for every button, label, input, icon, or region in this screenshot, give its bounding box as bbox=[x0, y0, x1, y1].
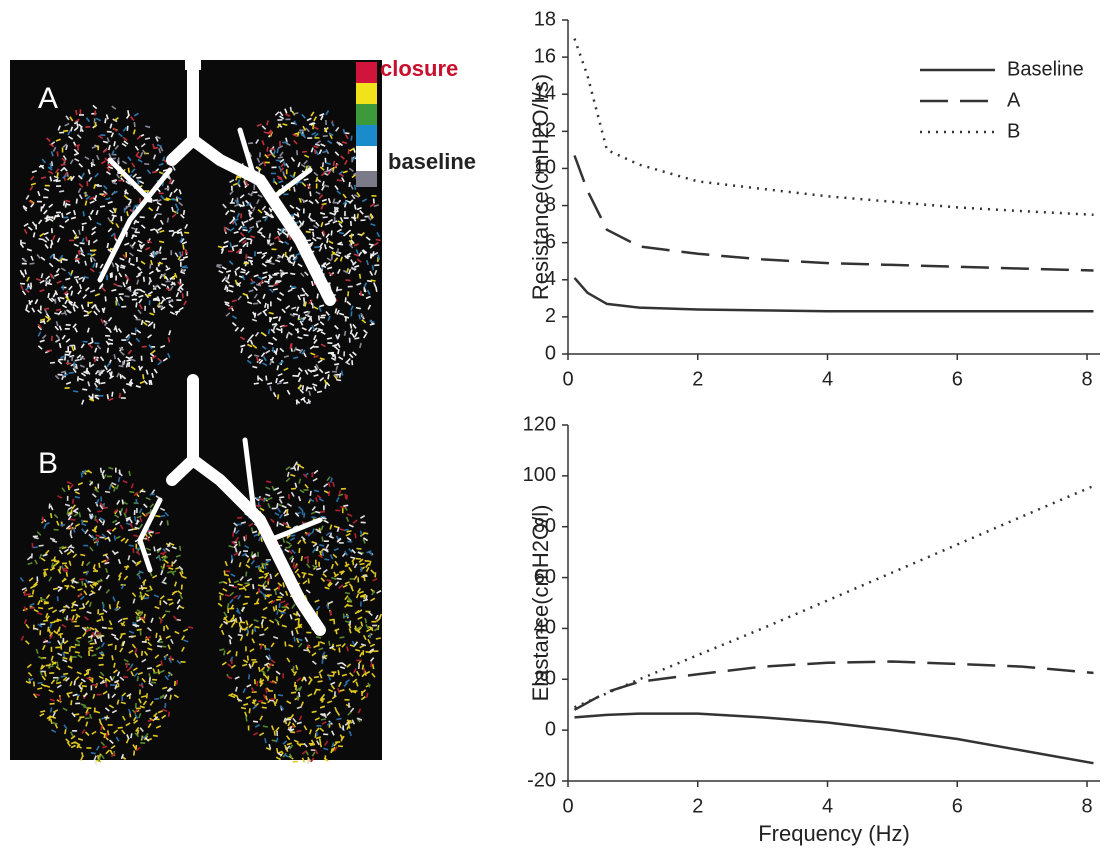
trachea-top bbox=[185, 60, 201, 70]
y-tick-label: 20 bbox=[534, 668, 556, 690]
key-swatch bbox=[356, 83, 377, 104]
series-line bbox=[573, 155, 1094, 272]
y-axis-label: Elastance(cmH2O/l) bbox=[528, 505, 553, 702]
legend-label: A bbox=[1007, 89, 1021, 111]
y-tick-label: 60 bbox=[534, 566, 556, 588]
x-tick-label: 2 bbox=[692, 795, 703, 817]
panel-label: A bbox=[38, 82, 58, 115]
series-line bbox=[574, 712, 1094, 765]
y-tick-label: 14 bbox=[534, 83, 556, 105]
x-tick-label: 8 bbox=[1081, 368, 1092, 390]
y-tick-label: 80 bbox=[534, 515, 556, 537]
y-tick-label: 0 bbox=[545, 718, 556, 740]
series-line bbox=[574, 484, 1094, 709]
y-tick-label: 100 bbox=[523, 464, 556, 486]
airway-speckles bbox=[20, 109, 381, 402]
x-tick-label: 2 bbox=[692, 368, 703, 390]
color-key bbox=[356, 62, 377, 187]
airway-b bbox=[166, 374, 326, 636]
key-swatch bbox=[356, 125, 377, 146]
x-tick-label: 0 bbox=[562, 368, 573, 390]
y-tick-label: 120 bbox=[523, 413, 556, 435]
x-tick-label: 6 bbox=[952, 368, 963, 390]
x-axis-label: Frequency (Hz) bbox=[758, 821, 910, 846]
key-swatch bbox=[356, 171, 377, 187]
y-tick-label: 4 bbox=[545, 268, 556, 290]
branches-a bbox=[97, 127, 313, 283]
y-tick-label: 2 bbox=[545, 305, 556, 327]
y-tick-label: 40 bbox=[534, 617, 556, 639]
key-swatch bbox=[356, 104, 377, 125]
series-line bbox=[573, 277, 1094, 313]
y-tick-label: 0 bbox=[545, 342, 556, 364]
x-tick-label: 4 bbox=[822, 368, 833, 390]
key-swatch bbox=[356, 62, 377, 83]
airway-a bbox=[166, 56, 336, 306]
y-tick-label: -20 bbox=[527, 769, 556, 791]
y-tick-label: 12 bbox=[534, 120, 556, 142]
legend-label: B bbox=[1007, 120, 1020, 142]
y-tick-label: 6 bbox=[545, 231, 556, 253]
y-tick-label: 10 bbox=[534, 157, 556, 179]
series-line bbox=[573, 660, 1094, 711]
key-swatch bbox=[356, 146, 377, 171]
legend-label: Baseline bbox=[1007, 58, 1084, 80]
airway-speckles bbox=[32, 465, 382, 766]
x-tick-label: 4 bbox=[822, 795, 833, 817]
branches-b bbox=[137, 437, 323, 573]
y-tick-label: 16 bbox=[534, 45, 556, 67]
y-tick-label: 8 bbox=[545, 194, 556, 216]
panel-label: B bbox=[38, 447, 58, 480]
airway-speckles bbox=[22, 105, 379, 396]
y-tick-label: 18 bbox=[534, 8, 556, 30]
key-label: baseline bbox=[388, 149, 476, 174]
airway-speckles bbox=[19, 469, 373, 758]
airway-speckles bbox=[22, 462, 383, 763]
lung-images bbox=[19, 104, 383, 766]
x-tick-label: 0 bbox=[562, 795, 573, 817]
x-tick-label: 8 bbox=[1081, 795, 1092, 817]
x-tick-label: 6 bbox=[952, 795, 963, 817]
y-axis-label: Resistance(cmH2O/l/s) bbox=[528, 74, 553, 300]
airways bbox=[97, 56, 336, 636]
key-label: closure bbox=[380, 56, 458, 81]
